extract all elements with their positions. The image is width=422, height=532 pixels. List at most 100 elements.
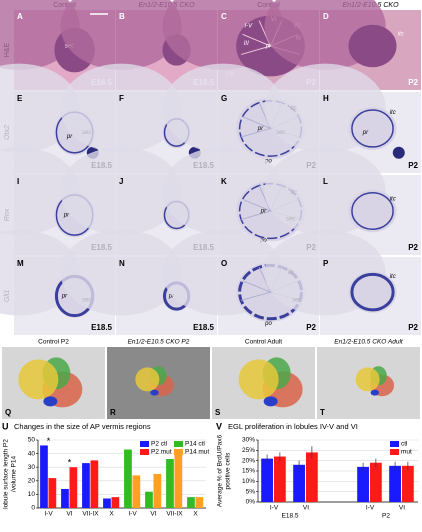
region-label: itc — [390, 274, 396, 280]
group-label: E18.5 — [282, 513, 299, 520]
panel-letter: P — [323, 259, 329, 268]
fissure — [242, 33, 271, 47]
region-label: itc — [398, 32, 404, 38]
panel-letter: C — [221, 12, 227, 21]
bar — [40, 445, 48, 508]
stain — [351, 109, 394, 148]
panel-letter: M — [17, 259, 24, 268]
y-tick-label: 10 — [28, 491, 36, 498]
brain-tissue — [60, 229, 182, 316]
legend-label: P2 mut — [151, 449, 172, 456]
fissure — [240, 127, 271, 138]
bar — [69, 467, 78, 508]
cerebellum — [348, 189, 397, 233]
brain-tissue — [60, 0, 182, 70]
x-tick-label: I-V — [270, 505, 279, 512]
x-tick-label: I-V — [366, 505, 375, 512]
stage-label: P2 — [306, 323, 316, 332]
panel-letter: J — [119, 177, 123, 186]
region-label: I-V — [244, 24, 253, 30]
region-label: pr — [63, 213, 70, 219]
panel-letter: N — [119, 259, 125, 268]
region-anterior — [135, 367, 160, 392]
y-tick-label: 0% — [246, 499, 256, 506]
region-label: itc — [390, 110, 396, 116]
region-anterior — [355, 367, 380, 392]
y-tick-label: 15% — [242, 468, 255, 475]
y-tick-label: 5% — [246, 488, 256, 495]
bar — [174, 454, 183, 508]
stage-label: E18.5 — [91, 323, 112, 332]
x-tick-label: VII-IX — [166, 511, 183, 518]
stage-label: P2 — [408, 323, 418, 332]
fissure — [240, 291, 271, 301]
legend-label: P14 ctl — [185, 441, 205, 448]
bar — [261, 458, 273, 502]
panel-letter: T — [320, 408, 325, 417]
region-label: pr — [61, 294, 68, 300]
legend-swatch — [174, 441, 183, 447]
bar — [187, 497, 195, 508]
x-tick-label: X — [193, 511, 198, 518]
panel-letter: E — [17, 94, 23, 103]
region-anterior — [18, 359, 59, 400]
region-label: po — [264, 158, 272, 164]
fissure — [242, 198, 271, 212]
y-axis-label: /volume P14 — [11, 456, 18, 493]
significance: * — [68, 458, 72, 468]
bar — [153, 474, 162, 508]
chart-letter: U — [2, 421, 9, 431]
y-axis-label: Average % of BrdU/Pax6 — [217, 435, 224, 508]
y-tick-label: 30 — [28, 464, 36, 471]
region-label: III — [244, 41, 249, 47]
significance: * — [47, 436, 51, 446]
stain-dot — [392, 146, 405, 159]
region-label: po — [264, 321, 272, 327]
legend-label: ctl — [401, 441, 408, 448]
region-label: pr — [168, 294, 175, 300]
stage-label: P2 — [408, 243, 418, 252]
atlas-title: Control Adult — [245, 339, 282, 346]
y-axis-label: positive cells — [225, 452, 232, 490]
bar — [103, 498, 111, 508]
bar — [82, 463, 90, 508]
x-tick-label: VI — [399, 505, 405, 512]
panel-letter: B — [119, 12, 125, 21]
panel-letter: F — [119, 94, 124, 103]
legend-swatch — [390, 441, 399, 447]
stage-label: P2 — [408, 161, 418, 170]
region-label: pr — [257, 126, 264, 132]
fissure — [242, 280, 271, 293]
panel-letter: S — [215, 408, 221, 417]
bar — [293, 464, 305, 502]
panel-letter: Q — [5, 408, 11, 417]
bar — [48, 478, 57, 508]
x-tick-label: VII-IX — [82, 511, 99, 518]
group-label: P2 — [382, 513, 390, 520]
chart-title: EGL proliferation in lobules IV-V and VI — [228, 422, 358, 431]
legend-label: P14 mut — [185, 449, 209, 456]
x-tick-label: I-V — [128, 511, 137, 518]
y-tick-label: 30% — [242, 437, 255, 444]
panel-letter: G — [221, 94, 227, 103]
legend-label: mut — [401, 449, 412, 456]
bar — [370, 462, 382, 502]
bar — [111, 497, 120, 508]
atlas-title: Control P2 — [38, 339, 69, 346]
bar — [274, 456, 286, 502]
bar — [166, 459, 174, 508]
region-nodulus — [370, 389, 380, 396]
bar — [389, 465, 401, 502]
region-label: pr — [265, 44, 272, 50]
stage-label: P2 — [408, 78, 418, 87]
bar — [61, 488, 69, 508]
chart-title: Changes in the size of AP vermis regions — [14, 422, 151, 431]
x-tick-label: I-V — [44, 511, 53, 518]
panel-letter: I — [17, 177, 19, 186]
region-label: pr — [260, 209, 267, 215]
legend-swatch — [390, 449, 399, 455]
panel-letter: L — [323, 177, 328, 186]
legend-swatch — [140, 441, 149, 447]
y-tick-label: 0 — [31, 505, 35, 512]
